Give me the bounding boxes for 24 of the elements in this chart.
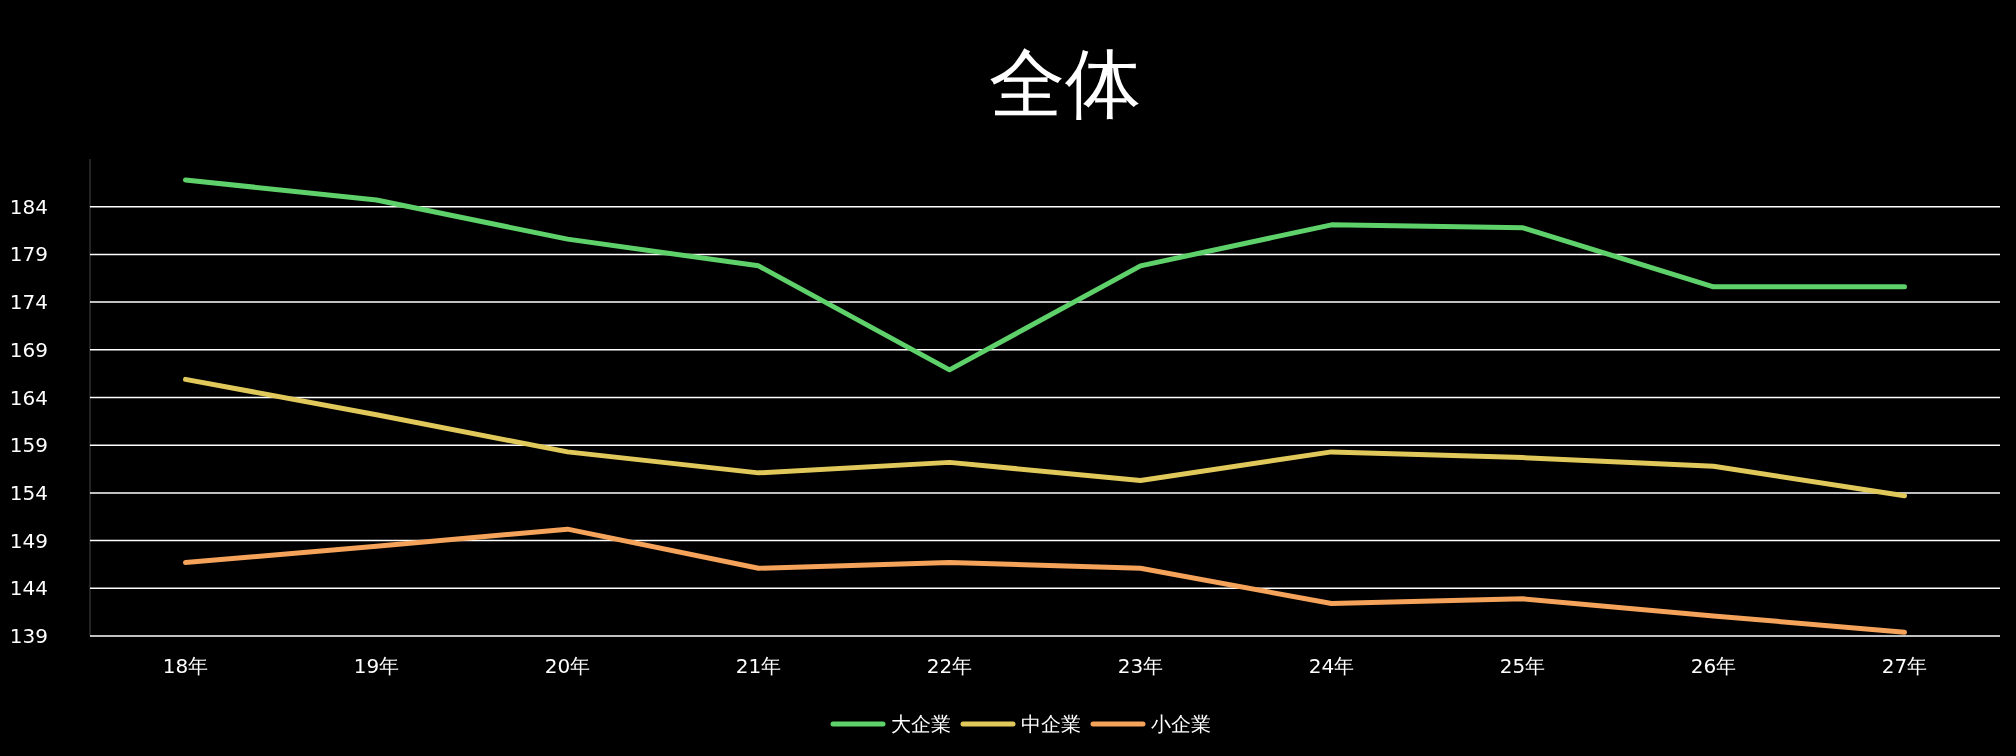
x-tick-label: 21年	[735, 654, 782, 678]
y-tick-label: 164	[9, 385, 48, 410]
chart-title: 全体	[989, 39, 1141, 128]
y-tick-label: 169	[9, 337, 48, 362]
legend-label: 中企業	[1021, 712, 1081, 736]
x-tick-label: 25年	[1499, 654, 1546, 678]
x-tick-label: 24年	[1308, 654, 1355, 678]
y-tick-label: 159	[9, 433, 48, 458]
legend-label: 小企業	[1151, 712, 1211, 736]
y-tick-label: 184	[9, 194, 48, 219]
y-tick-label: 179	[9, 242, 48, 267]
y-tick-label: 139	[9, 624, 48, 648]
x-tick-label: 27年	[1881, 654, 1928, 678]
y-tick-label: 174	[9, 290, 48, 315]
x-tick-label: 19年	[353, 654, 400, 678]
legend-label: 大企業	[891, 712, 951, 736]
x-tick-label: 26年	[1690, 654, 1737, 678]
x-tick-label: 20年	[544, 654, 591, 678]
y-tick-label: 154	[9, 480, 48, 505]
x-tick-label: 18年	[162, 654, 209, 678]
y-tick-label: 144	[9, 576, 48, 601]
x-tick-label: 23年	[1117, 654, 1164, 678]
y-tick-label: 149	[9, 528, 48, 553]
x-tick-label: 22年	[926, 654, 973, 678]
